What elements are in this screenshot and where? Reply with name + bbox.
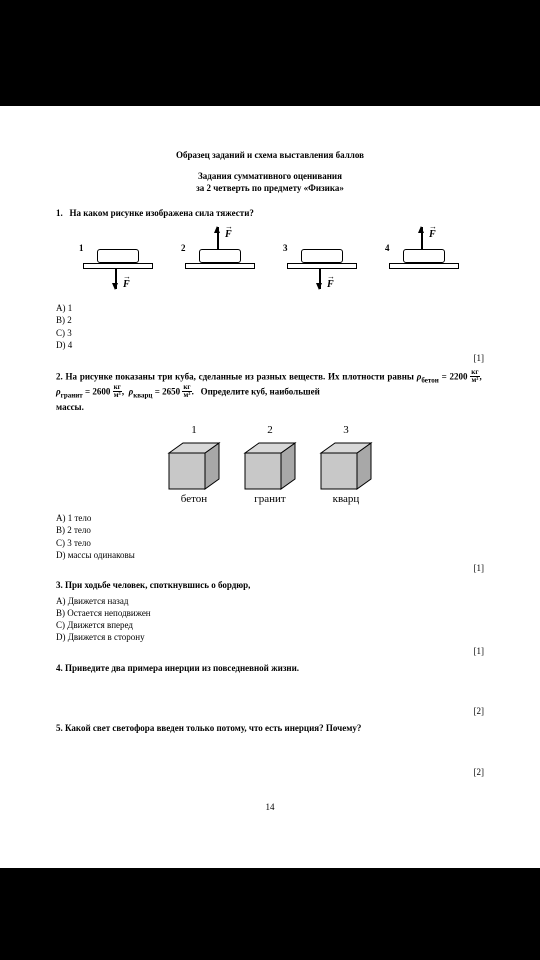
cube-icon [317,439,375,491]
figure-number: 4 [385,243,390,254]
q4-score: [2] [56,706,484,717]
cube-icon [165,439,223,491]
q2-opt-c: C) 3 тело [56,538,484,549]
q1-opt-b: B) 2 [56,315,484,326]
force-label: F [225,229,232,242]
q1-figure-row: 1F2F3F4F [66,227,474,297]
force-label: F [327,279,334,292]
q3-opt-d: D) Движется в сторону [56,632,484,643]
cube-label: бетон [165,493,223,507]
figure-number: 1 [79,243,84,254]
sub-title-2: за 2 четверть по предмету «Физика» [56,183,484,194]
figure-number: 3 [283,243,288,254]
q2-cube-item: 3 кварц [317,424,375,508]
table-surface [389,263,459,269]
q5-text: 5. Какой свет светофора введен только по… [56,723,484,734]
q2-opt-d: D) массы одинаковы [56,550,484,561]
table-surface [83,263,153,269]
q3-text: 3. При ходьбе человек, споткнувшись о бо… [56,580,484,591]
cube-number: 3 [317,424,375,438]
q1-options: A) 1 B) 2 C) 3 D) 4 [56,303,484,351]
q3-opt-b: B) Остается неподвижен [56,608,484,619]
q2-figure-row: 1 бетон 2 гранит 3 кварц [56,424,484,508]
main-title: Образец заданий и схема выставления балл… [56,150,484,161]
q3-score: [1] [56,646,484,657]
q2-text: 2. На рисунке показаны три куба, сделанн… [56,370,484,400]
document-page: Образец заданий и схема выставления балл… [0,106,540,868]
q2-options: A) 1 тело B) 2 тело C) 3 тело D) массы о… [56,513,484,561]
block-shape [97,249,139,263]
title-block: Образец заданий и схема выставления балл… [56,150,484,194]
cube-icon [241,439,299,491]
q1-figure: 1F [77,227,157,297]
q1-figure: 2F [179,227,259,297]
q1-opt-d: D) 4 [56,340,484,351]
force-label: F [429,229,436,242]
q1-opt-c: C) 3 [56,328,484,339]
q2-opt-a: A) 1 тело [56,513,484,524]
q2-cube-item: 2 гранит [241,424,299,508]
q5-score: [2] [56,767,484,778]
q1-score: [1] [56,353,484,364]
q3-opt-a: A) Движется назад [56,596,484,607]
figure-number: 2 [181,243,186,254]
q1-opt-a: A) 1 [56,303,484,314]
q1-figure: 3F [281,227,361,297]
force-arrow-icon [421,227,423,249]
cube-number: 2 [241,424,299,438]
force-arrow-icon [319,269,321,289]
q3-opt-c: C) Движется вперед [56,620,484,631]
force-label: F [123,279,130,292]
q1-figure: 4F [383,227,463,297]
q2-score: [1] [56,563,484,574]
block-shape [199,249,241,263]
cube-label: кварц [317,493,375,507]
q1-text: 1. На каком рисунке изображена сила тяже… [56,208,484,219]
q3-options: A) Движется назад B) Остается неподвижен… [56,596,484,644]
cube-label: гранит [241,493,299,507]
force-arrow-icon [217,227,219,249]
sub-title-1: Задания суммативного оценивания [56,171,484,182]
q2-opt-b: B) 2 тело [56,525,484,536]
table-surface [185,263,255,269]
page-number: 14 [56,802,484,813]
table-surface [287,263,357,269]
cube-number: 1 [165,424,223,438]
q2-cube-item: 1 бетон [165,424,223,508]
block-shape [403,249,445,263]
force-arrow-icon [115,269,117,289]
q4-text: 4. Приведите два примера инерции из повс… [56,663,484,674]
q2-text-line2: массы. [56,402,484,413]
block-shape [301,249,343,263]
